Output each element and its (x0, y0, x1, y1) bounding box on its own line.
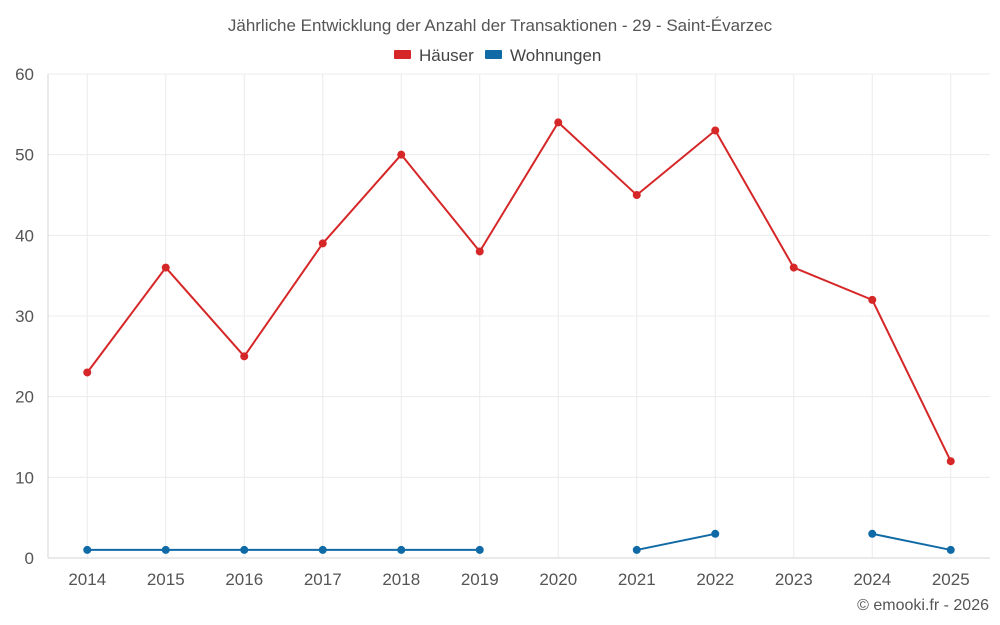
x-tick-label: 2024 (853, 570, 891, 589)
data-point-wohnungen (397, 545, 406, 554)
data-point-wohnungen (83, 545, 92, 554)
data-point-hauser (946, 457, 955, 466)
x-tick-label: 2025 (932, 570, 970, 589)
y-tick-label: 40 (15, 226, 34, 245)
data-point-wohnungen (632, 545, 641, 554)
data-point-hauser (711, 126, 720, 135)
series-line-wohnungen (872, 532, 951, 551)
data-point-hauser (240, 352, 249, 361)
x-tick-label: 2014 (68, 570, 106, 589)
legend-label-wohnungen[interactable]: Wohnungen (510, 46, 601, 65)
axes: 0 10 20 30 40 50 60 2014 2015 2016 2017 2018 2019 202… (15, 65, 990, 589)
chart-title: Jährliche Entwicklung der Anzahl der Tra… (228, 16, 773, 35)
series-line-hauser (86, 121, 952, 462)
series-line-wohnungen (636, 532, 716, 551)
x-tick-label: 2021 (618, 570, 656, 589)
data-point-hauser (318, 239, 327, 248)
data-point-hauser (83, 368, 92, 377)
data-point-hauser (554, 118, 563, 127)
data-point-wohnungen (240, 545, 249, 554)
x-tick-label: 2019 (461, 570, 499, 589)
data-point-wohnungen (868, 529, 877, 538)
credit-text: © emooki.fr - 2026 (857, 597, 989, 614)
y-tick-label: 20 (15, 388, 34, 407)
data-point-wohnungen (475, 545, 484, 554)
data-point-wohnungen (318, 545, 327, 554)
x-tick-label: 2017 (304, 570, 342, 589)
y-tick-label: 0 (25, 549, 34, 568)
legend: Häuser Wohnungen (394, 46, 601, 65)
data-point-wohnungen (161, 545, 170, 554)
x-tick-label: 2020 (539, 570, 577, 589)
series (83, 118, 955, 554)
x-tick-label: 2016 (225, 570, 263, 589)
x-tick-label: 2023 (775, 570, 813, 589)
data-point-hauser (397, 150, 406, 159)
y-tick-label: 60 (15, 65, 34, 84)
data-point-hauser (868, 295, 877, 304)
y-tick-label: 30 (15, 307, 34, 326)
legend-swatch-hauser (394, 50, 411, 59)
data-point-wohnungen (711, 529, 720, 538)
x-tick-label: 2022 (696, 570, 734, 589)
x-tick-label: 2015 (147, 570, 185, 589)
data-point-hauser (161, 263, 170, 272)
data-point-hauser (632, 191, 641, 199)
y-tick-label: 10 (15, 468, 34, 487)
x-tick-label: 2018 (382, 570, 420, 589)
data-point-hauser (475, 247, 484, 256)
grid (48, 73, 990, 558)
y-tick-label: 50 (15, 146, 34, 165)
legend-swatch-wohnungen (485, 50, 502, 59)
legend-label-hauser[interactable]: Häuser (419, 46, 474, 65)
data-point-hauser (789, 263, 798, 272)
data-point-wohnungen (946, 545, 955, 554)
